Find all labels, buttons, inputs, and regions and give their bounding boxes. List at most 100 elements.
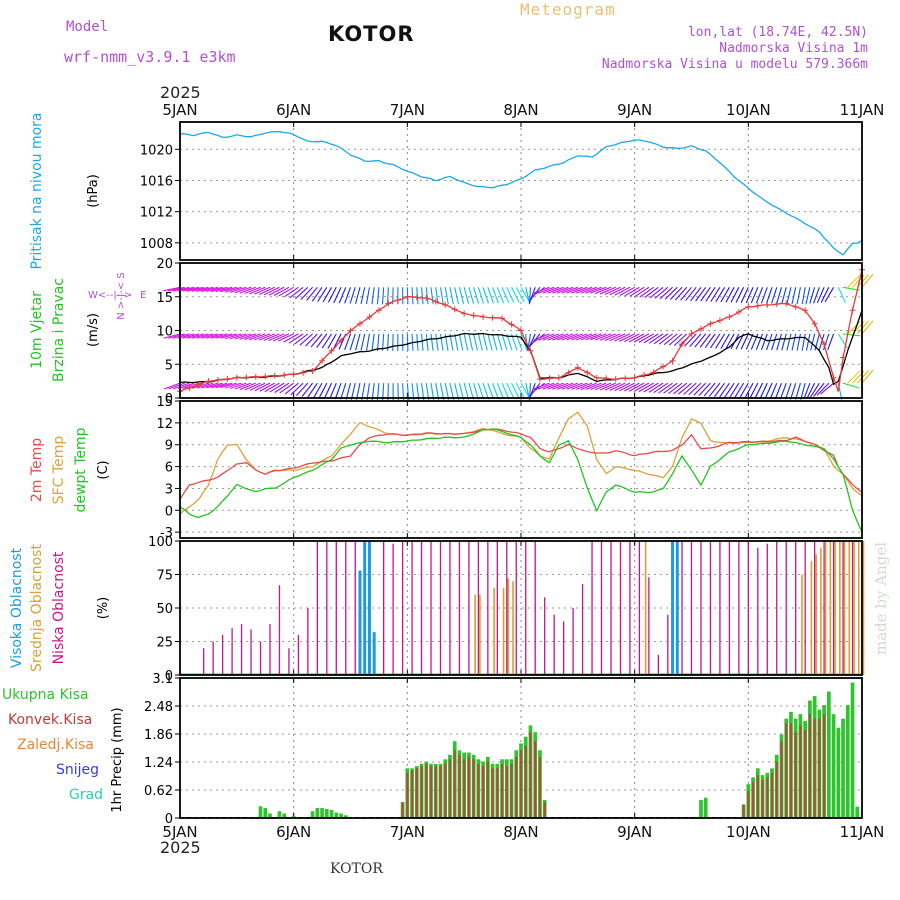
compass-w: W <box>88 290 98 301</box>
wind-arrow <box>316 333 328 348</box>
precip-convective-bar <box>756 775 759 818</box>
year-top: 2025 <box>160 83 201 102</box>
wind-arrow <box>215 286 233 293</box>
wind-arrow <box>708 382 721 397</box>
wind-arrow <box>669 286 683 300</box>
precip-ylabel: 1hr Precip (mm) <box>110 707 125 812</box>
wind-ytick-label: 5 <box>165 358 173 373</box>
wind-arrow <box>760 287 768 304</box>
wind-arrow <box>729 382 740 398</box>
wind-gust-marker <box>271 372 278 379</box>
wind-arrow <box>796 287 801 305</box>
wind-arrow <box>771 333 778 351</box>
precip-convective-bar <box>538 757 542 818</box>
wind-arrow <box>305 333 318 347</box>
wind-arrow <box>628 333 645 343</box>
precip-convective-bar <box>486 761 489 818</box>
temp-unit: (C) <box>96 460 111 479</box>
wind-arrow <box>795 382 801 400</box>
wind-arrow <box>454 383 460 400</box>
wind-arrow <box>229 333 247 340</box>
wind-arrow <box>604 333 621 342</box>
wind-arrow <box>739 382 749 399</box>
wind-arrow <box>547 333 564 341</box>
wind-arrow <box>809 382 820 398</box>
wind-arrow <box>482 287 489 304</box>
wind-gust-marker <box>375 307 382 314</box>
wind-arrow <box>699 333 711 348</box>
wind-arrow <box>360 287 366 305</box>
wind-arrow <box>806 382 816 399</box>
wind-arrow <box>673 333 688 346</box>
wind-arrow <box>714 382 726 398</box>
wind-arrow <box>575 333 593 341</box>
wind-arrow <box>585 286 602 294</box>
wind-arrow <box>229 286 247 293</box>
pressure-ylabel: Pritisak na nivou mora <box>29 112 45 269</box>
precip-convective-bar <box>434 766 437 818</box>
wind-arrow <box>234 286 252 294</box>
wind-arrow <box>515 382 525 399</box>
wind-arrow <box>430 287 434 305</box>
wind-arrow <box>333 287 342 303</box>
wind-arrow <box>290 382 304 396</box>
wind-gust-marker <box>584 369 591 376</box>
wind-arrow <box>187 333 204 339</box>
wind-arrow <box>648 382 664 393</box>
wind-arrow <box>725 333 735 350</box>
precip-convective-bar <box>510 763 513 818</box>
wind-arrow <box>689 333 702 348</box>
wind-arrow <box>249 382 266 391</box>
wind-gust-marker <box>603 375 610 382</box>
wind-arrow <box>449 383 455 400</box>
wind-gust-marker <box>385 300 392 307</box>
precip-convective-bar <box>439 766 442 818</box>
wind-arrow <box>847 274 861 288</box>
elevation: Nadmorska Visina 1m <box>719 41 868 56</box>
wind-arrow <box>590 382 607 391</box>
wind-arrow <box>284 382 299 395</box>
wind-gust-marker <box>432 298 439 305</box>
precip-frame <box>179 677 863 819</box>
wind-arrow <box>566 333 583 341</box>
wind-arrow <box>801 287 806 305</box>
wind-gust-marker <box>574 364 581 371</box>
wind-gust-marker <box>527 347 534 354</box>
wind-arrow <box>327 287 337 303</box>
wind-arrow <box>468 287 475 304</box>
precip-convective-bar <box>524 745 527 818</box>
wind-arrow <box>321 333 333 349</box>
wind-arrow <box>619 333 635 342</box>
wind-arrow <box>809 287 816 304</box>
wind-arrow <box>463 383 470 400</box>
wind-arrow <box>580 382 597 390</box>
wind-gust-marker <box>356 320 363 327</box>
model-label: Model <box>66 19 109 35</box>
wind-arrow <box>322 287 333 303</box>
wind-arrow <box>425 333 429 351</box>
wind-gust-marker <box>508 321 515 328</box>
precip-convective-bar <box>785 723 788 818</box>
temp-ylabel-2m: 2m Temp <box>29 438 45 502</box>
wind-gust-marker <box>641 372 648 379</box>
wind-arrow <box>690 286 702 302</box>
wind-gust-marker <box>281 372 288 379</box>
wind-arrow <box>344 287 352 304</box>
x-tick-label-bottom: 7JAN <box>390 823 425 841</box>
precip-convective-bar <box>444 763 447 818</box>
temperature-ytick-label: 15 <box>156 395 173 410</box>
wind-gust-marker <box>707 320 714 327</box>
wind-gust-marker <box>224 375 231 382</box>
wind-arrow <box>210 286 228 293</box>
wind-gust-marker <box>536 376 543 383</box>
x-tick-label-top: 10JAN <box>726 101 771 119</box>
temperature-ytick-label: -3 <box>160 526 173 541</box>
wind-arrow <box>215 382 233 389</box>
wind-arrow <box>760 333 768 351</box>
wind-gust-marker <box>726 314 733 320</box>
wind-arrow <box>694 333 707 348</box>
wind-arrow <box>720 287 730 303</box>
wind-arrow <box>614 333 631 342</box>
wind-arrow <box>172 286 190 292</box>
wind-arrow <box>406 333 409 351</box>
